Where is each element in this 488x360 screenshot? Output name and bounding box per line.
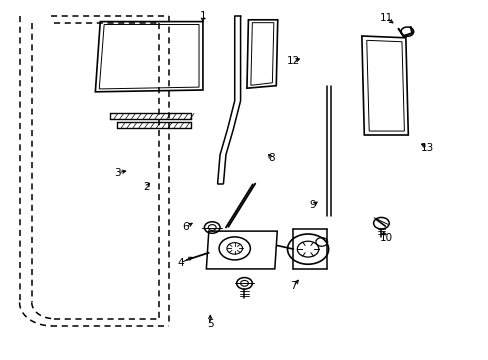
Text: 12: 12 [286, 56, 300, 66]
Text: 3: 3 [114, 168, 121, 178]
Text: 1: 1 [199, 11, 206, 21]
Text: 2: 2 [143, 182, 150, 192]
Text: 6: 6 [182, 222, 189, 232]
Text: 13: 13 [420, 143, 434, 153]
Text: 7: 7 [289, 281, 296, 291]
Text: 10: 10 [379, 233, 392, 243]
Text: 9: 9 [309, 200, 316, 210]
Text: 5: 5 [206, 319, 213, 329]
Text: 8: 8 [267, 153, 274, 163]
Text: 4: 4 [177, 258, 184, 268]
Text: 11: 11 [379, 13, 392, 23]
